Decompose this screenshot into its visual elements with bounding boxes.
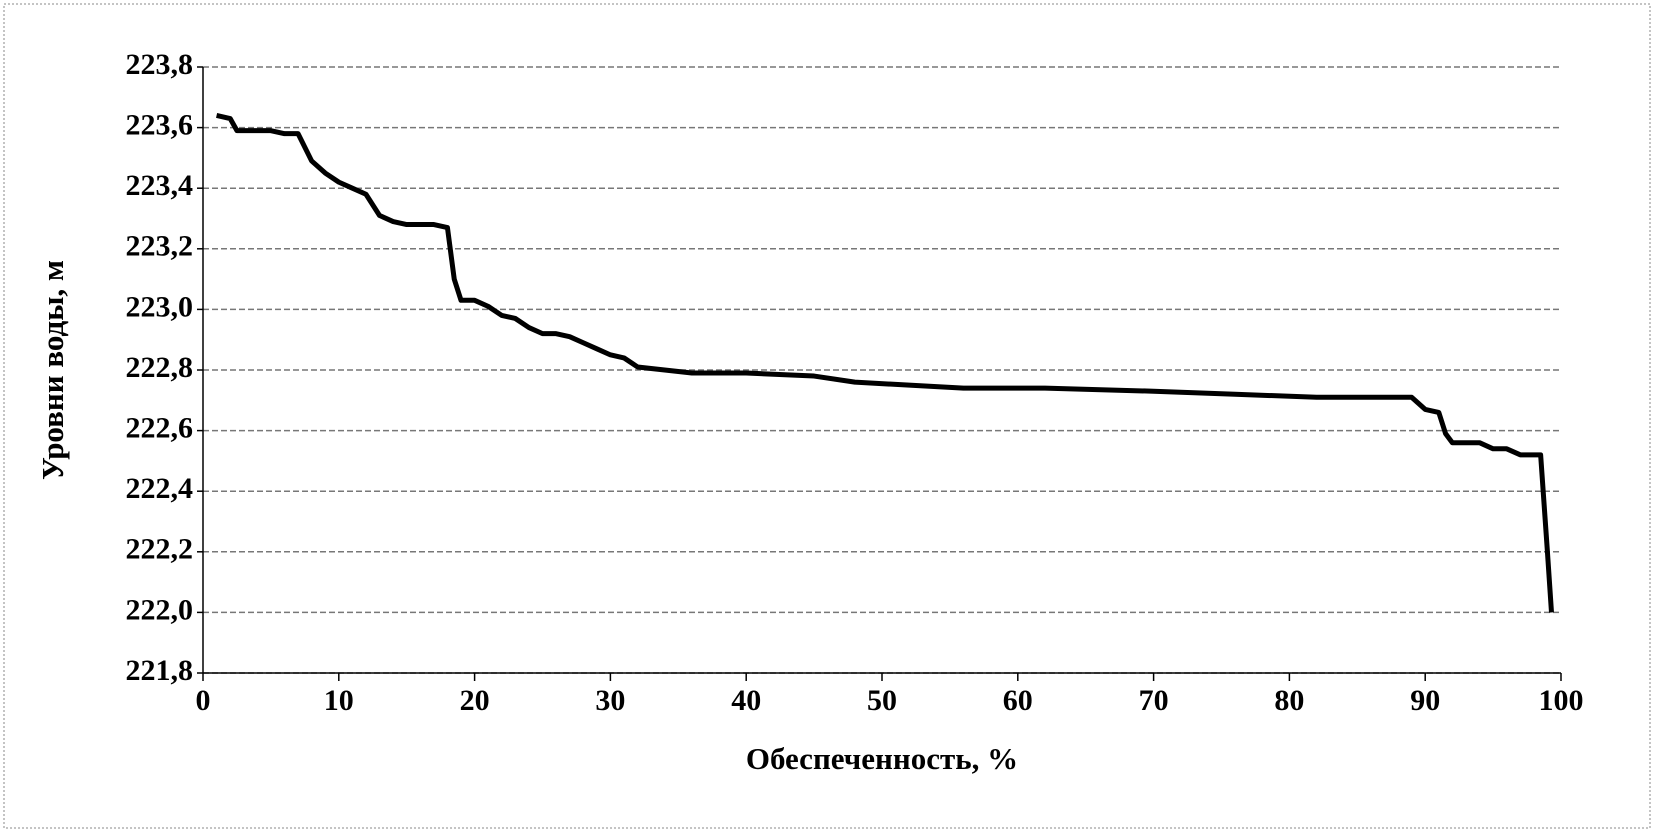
y-tick-label: 223,0 — [126, 290, 194, 323]
x-axis-title: Обеспеченность, % — [746, 741, 1018, 776]
x-tick-label: 70 — [1139, 684, 1169, 717]
y-tick-label: 222,2 — [126, 533, 194, 566]
x-tick-label: 80 — [1274, 684, 1304, 717]
y-axis-title: Уровни воды, м — [35, 260, 70, 480]
y-tick-label: 223,4 — [126, 169, 194, 202]
y-tick-label: 222,0 — [126, 593, 194, 626]
x-tick-label: 10 — [324, 684, 354, 717]
data-line — [216, 113, 1554, 613]
y-tick-label: 223,6 — [126, 108, 194, 141]
x-tick-label: 30 — [595, 684, 625, 717]
y-tick-label: 222,4 — [126, 472, 194, 505]
x-tick-label: 90 — [1410, 684, 1440, 717]
y-tick-label: 222,6 — [126, 411, 194, 444]
x-tick-label: 50 — [867, 684, 897, 717]
x-tick-label: 0 — [196, 684, 211, 717]
x-tick-label: 100 — [1539, 684, 1584, 717]
y-tick-label: 222,8 — [126, 351, 194, 384]
x-tick-label: 20 — [460, 684, 490, 717]
x-tick-label: 60 — [1003, 684, 1033, 717]
y-tick-label: 221,8 — [126, 654, 194, 687]
chart-border — [3, 3, 1651, 829]
x-tick-label: 40 — [731, 684, 761, 717]
y-tick-label: 223,2 — [126, 230, 194, 263]
y-tick-label: 223,8 — [126, 48, 194, 81]
